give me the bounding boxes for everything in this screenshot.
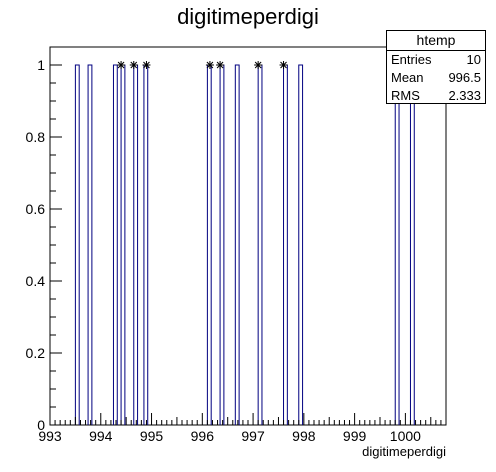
- histogram-bar: [74, 64, 80, 425]
- x-tick-label: 999: [343, 428, 367, 444]
- histogram-bar: [206, 64, 212, 425]
- data-marker: [142, 61, 151, 69]
- chart-title: digitimeperdigi: [177, 4, 319, 29]
- histogram-bar: [87, 64, 93, 425]
- x-tick-label: 994: [89, 428, 113, 444]
- stats-value: 10: [466, 52, 481, 67]
- stats-label: Entries: [391, 52, 432, 67]
- y-tick-label: 0.2: [26, 345, 46, 361]
- x-tick-label: 1000: [390, 428, 421, 444]
- y-tick-label: 0.6: [26, 201, 46, 217]
- y-tick-label: 0: [37, 417, 45, 433]
- histogram-bar: [298, 64, 304, 425]
- stats-label: RMS: [391, 88, 420, 103]
- data-marker: [254, 61, 263, 69]
- stats-row-entries: Entries 10: [387, 51, 485, 69]
- histogram-bar: [283, 64, 288, 425]
- x-tick-label: 996: [191, 428, 215, 444]
- histogram-bar: [120, 64, 126, 425]
- y-tick-label: 0.4: [26, 273, 46, 289]
- stats-row-rms: RMS 2.333: [387, 87, 485, 105]
- histogram-bar: [143, 64, 149, 425]
- histogram-bar: [219, 64, 225, 425]
- data-marker: [216, 61, 225, 69]
- x-tick-label: 993: [38, 428, 62, 444]
- stats-row-mean: Mean 996.5: [387, 69, 485, 87]
- x-tick-label: 995: [140, 428, 164, 444]
- x-tick-label: 998: [292, 428, 316, 444]
- data-marker: [279, 61, 288, 69]
- y-tick-label: 0.8: [26, 129, 46, 145]
- stats-label: Mean: [391, 70, 424, 85]
- y-tick-label: 1: [37, 57, 45, 73]
- histogram-bar: [257, 64, 263, 425]
- histogram-bar: [409, 64, 415, 425]
- x-axis-label: digitimeperdigi: [362, 444, 446, 459]
- stats-box: htemp Entries 10 Mean 996.5 RMS 2.333: [386, 30, 486, 104]
- stats-title: htemp: [387, 31, 485, 51]
- stats-value: 996.5: [448, 70, 481, 85]
- histogram-bar: [394, 64, 400, 425]
- histogram-bar: [112, 64, 118, 425]
- histogram-bar: [234, 64, 240, 425]
- x-tick-label: 997: [241, 428, 265, 444]
- data-marker: [129, 61, 138, 69]
- data-marker: [117, 61, 126, 69]
- stats-value: 2.333: [448, 88, 481, 103]
- histogram-bar: [133, 64, 139, 425]
- data-marker: [205, 61, 214, 69]
